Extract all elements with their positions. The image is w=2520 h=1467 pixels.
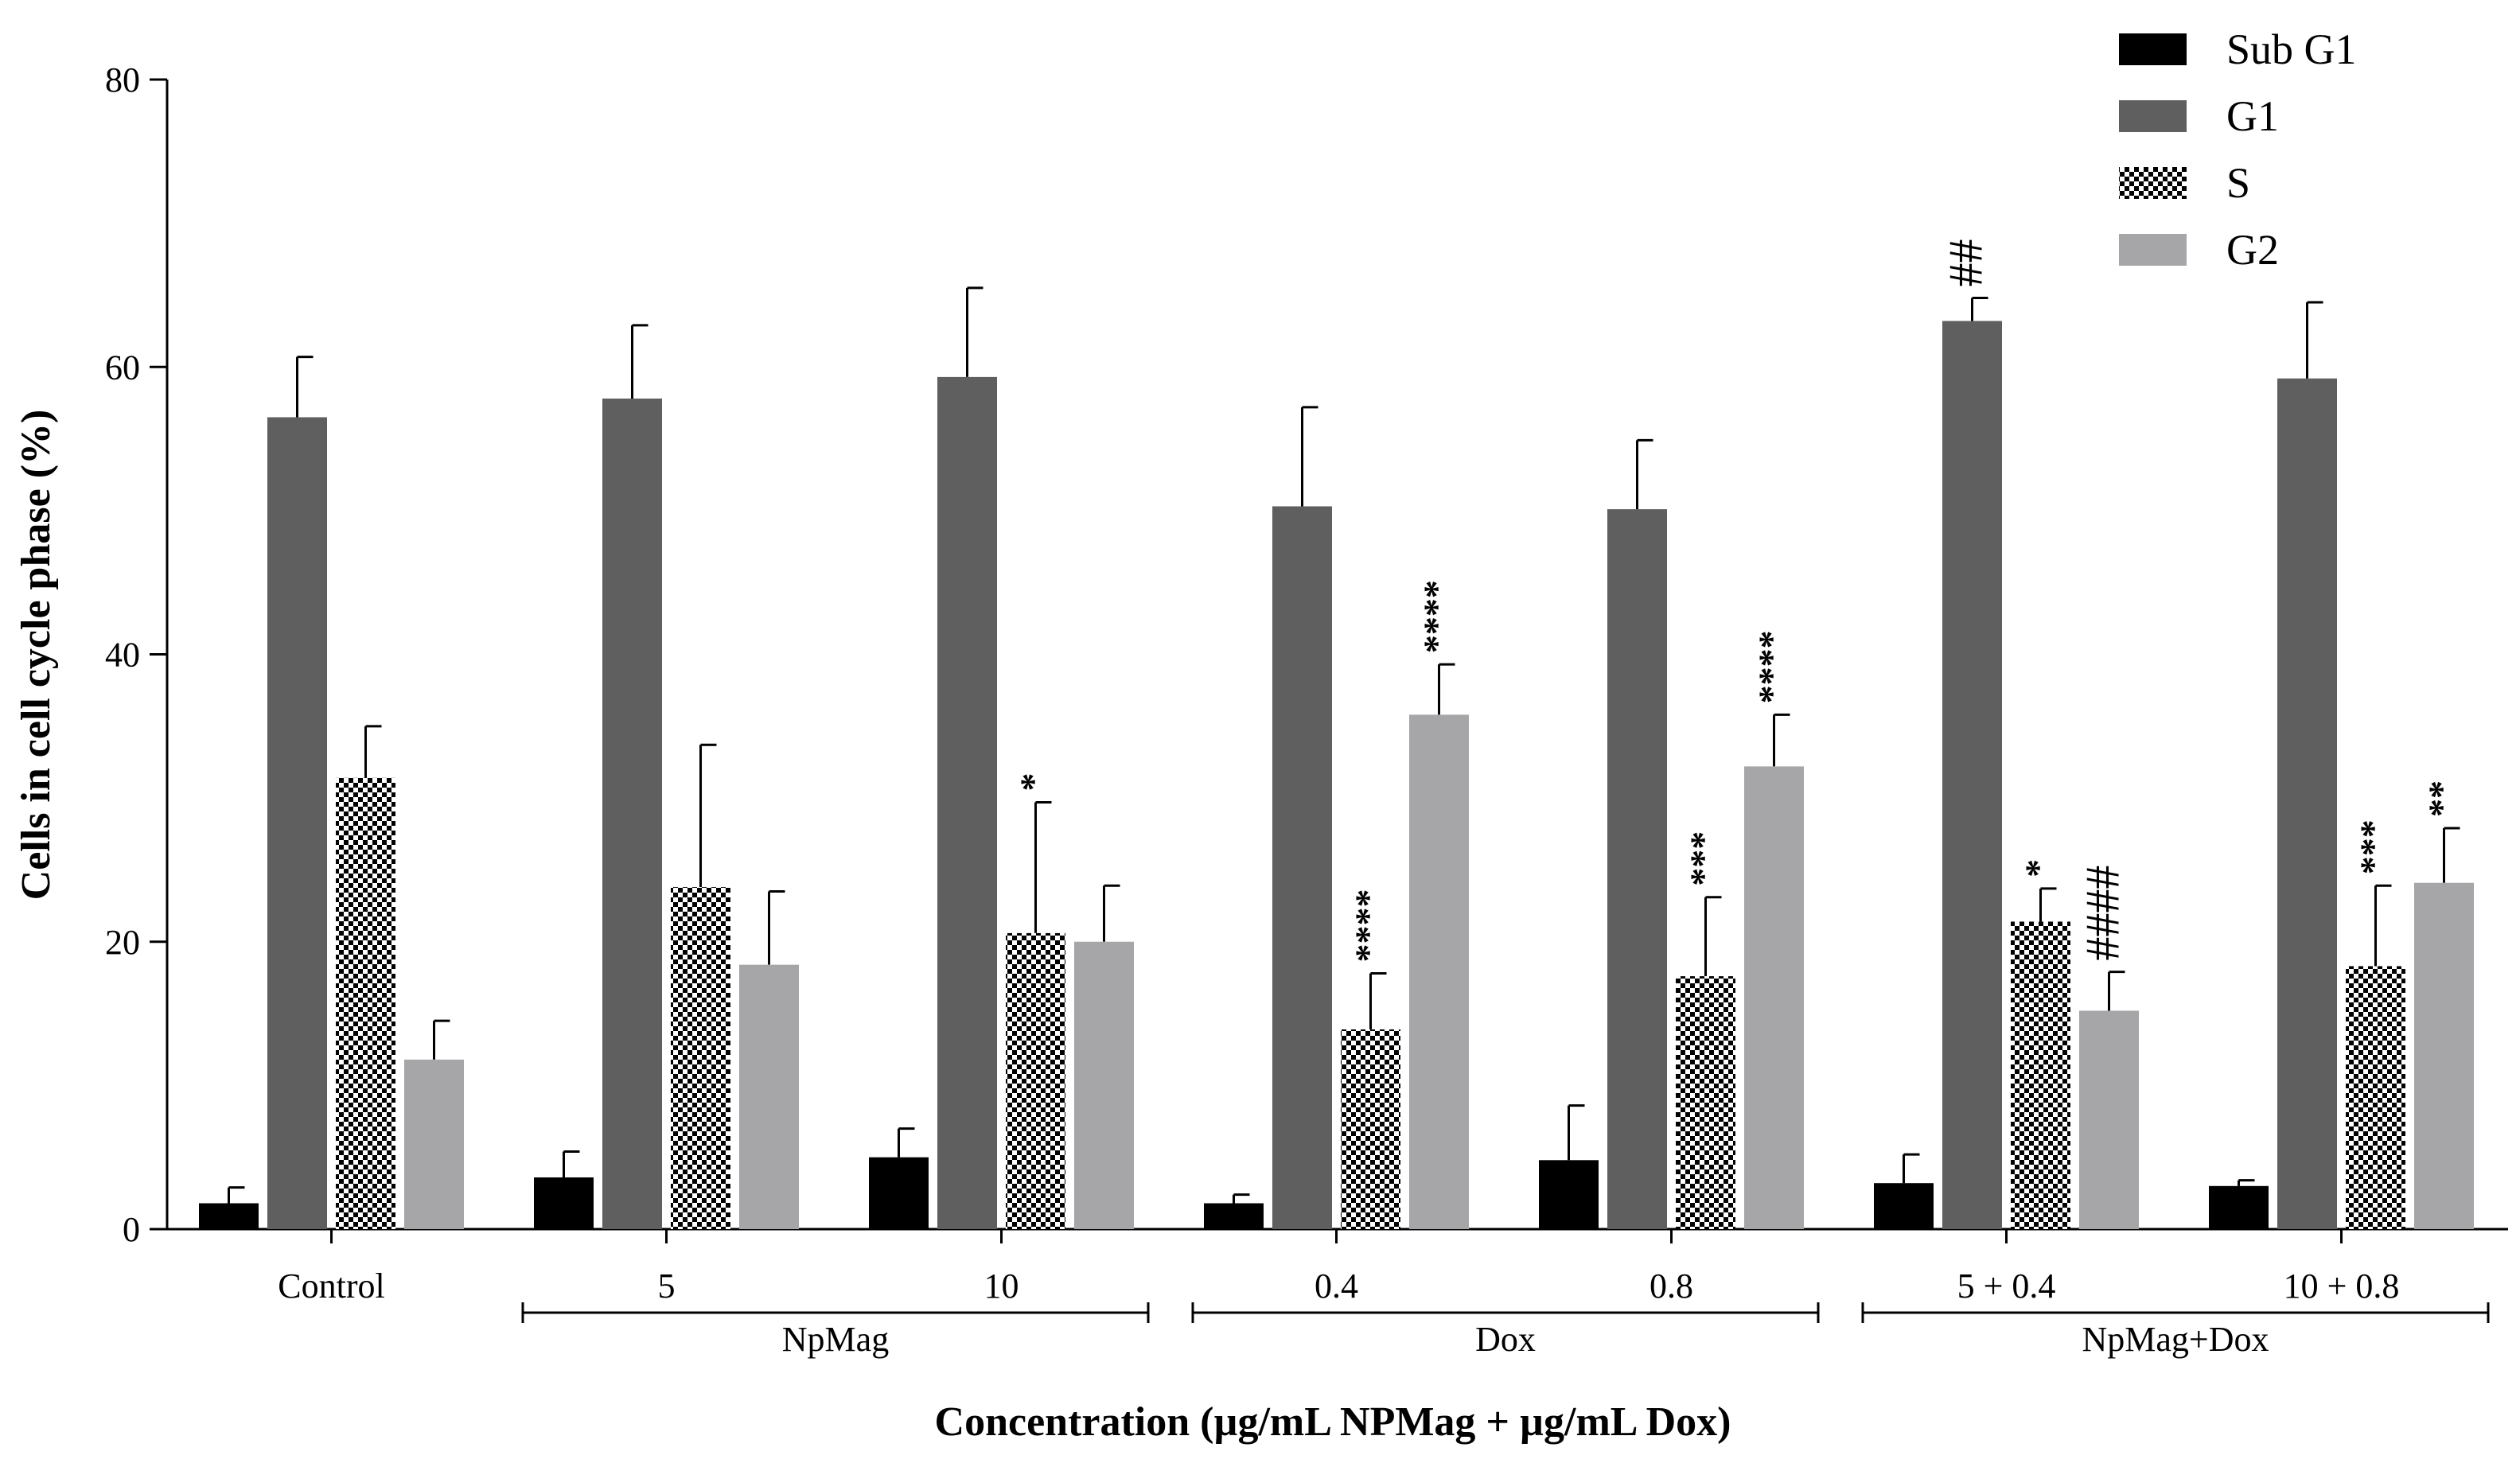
bar-g2: [404, 1059, 464, 1229]
bar-g2: [1744, 766, 1804, 1229]
x-tick-label: 5: [658, 1267, 676, 1306]
legend-swatch: [2119, 100, 2187, 132]
bar-s: [336, 777, 395, 1229]
significance-annotation: ####: [2077, 866, 2129, 961]
group-brackets: NpMag Dox NpMag+Dox: [521, 1302, 2490, 1359]
legend-swatch: [2119, 33, 2187, 65]
x-ticks: Control 5 10 0.4 0.8 5 + 0.4 10 + 0.8: [278, 1229, 2399, 1306]
bar-g1: [602, 398, 662, 1229]
significance-annotation: ****: [1416, 580, 1457, 653]
legend: Sub G1 G1 S G2: [2119, 25, 2357, 274]
x-tick-label: 10 + 0.8: [2284, 1267, 2400, 1306]
bar-s: [671, 887, 730, 1229]
bar-g2: [2414, 882, 2474, 1229]
y-tick-label: 40: [105, 636, 140, 675]
bar-s: [2346, 966, 2405, 1229]
legend-label: Sub G1: [2226, 25, 2357, 73]
legend-label: S: [2226, 159, 2250, 207]
significance-annotation: ****: [1751, 630, 1792, 703]
bracket-label: Dox: [1475, 1320, 1536, 1359]
bar-sub-g1: [534, 1177, 594, 1229]
bar-g2: [1409, 714, 1469, 1229]
significance-annotation: ****: [1348, 889, 1389, 962]
x-axis-label: Concentration (µg/mL NPMag + µg/mL Dox): [935, 1399, 1731, 1445]
bar-s: [1006, 932, 1065, 1229]
bar-sub-g1: [1539, 1160, 1599, 1229]
x-tick-label: 0.8: [1649, 1267, 1693, 1306]
bar-g2: [739, 964, 799, 1229]
significance-annotation: *: [2018, 859, 2058, 877]
bar-sub-g1: [2209, 1185, 2269, 1229]
legend-label: G2: [2226, 226, 2279, 274]
bar-g1: [1272, 506, 1332, 1229]
x-tick-label: 5 + 0.4: [1957, 1267, 2056, 1306]
bar-g2: [2079, 1010, 2139, 1229]
legend-swatch: [2119, 234, 2187, 266]
bar-g1: [2277, 378, 2337, 1230]
y-ticks: 0 20 40 60 80: [105, 60, 167, 1249]
bar-g1: [267, 417, 327, 1229]
bar-g1: [1607, 509, 1667, 1229]
legend-label: G1: [2226, 92, 2279, 140]
bracket-label: NpMag: [782, 1320, 889, 1359]
x-tick-label: 0.4: [1315, 1267, 1358, 1306]
legend-swatch: [2119, 167, 2187, 199]
bar-s: [1341, 1029, 1400, 1229]
y-tick-label: 0: [123, 1210, 140, 1249]
y-tick-label: 80: [105, 60, 140, 99]
bar-sub-g1: [199, 1203, 259, 1229]
bar-g1: [937, 376, 997, 1229]
y-tick-label: 20: [105, 923, 140, 962]
significance-annotation: ***: [1683, 831, 1723, 886]
bars: ##******** * ***********####**: [199, 239, 2474, 1230]
significance-annotation: ***: [2353, 819, 2393, 874]
bar-s: [1676, 976, 1735, 1229]
bracket-label: NpMag+Dox: [2082, 1320, 2269, 1359]
bar-sub-g1: [1874, 1183, 1934, 1229]
y-tick-label: 60: [105, 348, 140, 387]
bar-g2: [1074, 941, 1134, 1229]
y-axis-label: Cells in cell cycle phase (%): [14, 410, 59, 901]
x-tick-label: Control: [278, 1267, 384, 1306]
bar-sub-g1: [1204, 1203, 1264, 1229]
bar-s: [2011, 921, 2070, 1229]
bar-sub-g1: [869, 1157, 929, 1229]
significance-annotation: ##: [1940, 239, 1992, 287]
x-tick-label: 10: [984, 1267, 1019, 1306]
significance-annotation: *: [1013, 773, 1054, 792]
significance-annotation: **: [2421, 780, 2462, 817]
bar-g1: [1942, 321, 2002, 1230]
